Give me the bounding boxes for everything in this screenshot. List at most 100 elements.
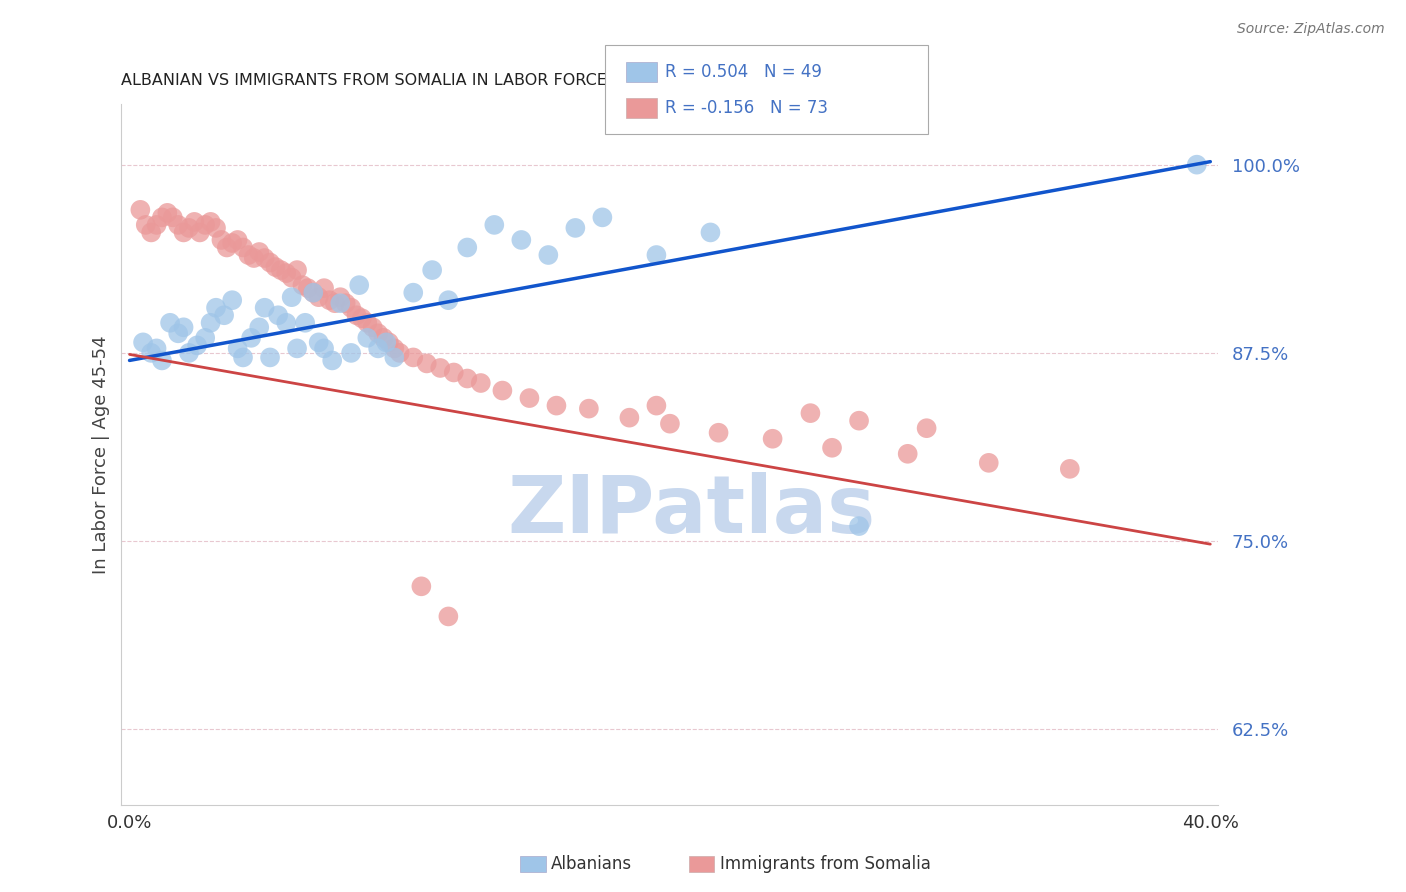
- Point: [456, 240, 478, 254]
- Point: [402, 351, 425, 365]
- Text: Immigrants from Somalia: Immigrants from Somalia: [720, 855, 931, 873]
- Point: [564, 221, 586, 235]
- Point: [215, 240, 238, 254]
- Point: [382, 351, 405, 365]
- Point: [329, 290, 352, 304]
- Point: [183, 215, 205, 229]
- Point: [578, 401, 600, 416]
- Point: [141, 346, 163, 360]
- Point: [145, 218, 167, 232]
- Point: [350, 311, 373, 326]
- Point: [314, 342, 336, 356]
- Point: [253, 251, 276, 265]
- Point: [221, 293, 243, 308]
- Point: [276, 266, 298, 280]
- Point: [420, 263, 443, 277]
- Point: [308, 335, 330, 350]
- Point: [848, 519, 870, 533]
- Point: [240, 331, 263, 345]
- Point: [291, 278, 314, 293]
- Point: [977, 456, 1000, 470]
- Point: [177, 346, 200, 360]
- Point: [194, 218, 217, 232]
- Point: [162, 211, 184, 225]
- Point: [267, 308, 290, 322]
- Text: ALBANIAN VS IMMIGRANTS FROM SOMALIA IN LABOR FORCE | AGE 45-54 CORRELATION CHART: ALBANIAN VS IMMIGRANTS FROM SOMALIA IN L…: [121, 73, 886, 89]
- Point: [308, 290, 330, 304]
- Point: [321, 353, 343, 368]
- Point: [707, 425, 730, 440]
- Point: [294, 316, 316, 330]
- Point: [314, 281, 336, 295]
- Point: [799, 406, 821, 420]
- Point: [200, 215, 222, 229]
- Point: [150, 211, 173, 225]
- Point: [329, 296, 352, 310]
- Point: [546, 399, 568, 413]
- Point: [302, 285, 325, 300]
- Point: [247, 245, 270, 260]
- Point: [484, 218, 506, 232]
- Point: [156, 206, 179, 220]
- Point: [232, 351, 254, 365]
- Point: [346, 308, 368, 322]
- Point: [1185, 158, 1208, 172]
- Text: R = -0.156   N = 73: R = -0.156 N = 73: [665, 99, 828, 117]
- Point: [915, 421, 938, 435]
- Point: [340, 301, 363, 315]
- Point: [645, 248, 668, 262]
- Point: [378, 335, 401, 350]
- Text: Source: ZipAtlas.com: Source: ZipAtlas.com: [1237, 22, 1385, 37]
- Point: [510, 233, 533, 247]
- Point: [177, 221, 200, 235]
- Point: [188, 226, 211, 240]
- Point: [200, 316, 222, 330]
- Point: [280, 290, 302, 304]
- Point: [150, 353, 173, 368]
- Point: [537, 248, 560, 262]
- Point: [356, 331, 378, 345]
- Point: [194, 331, 217, 345]
- Point: [253, 301, 276, 315]
- Point: [762, 432, 785, 446]
- Point: [159, 316, 181, 330]
- Point: [848, 414, 870, 428]
- Point: [416, 356, 439, 370]
- Point: [264, 260, 287, 274]
- Point: [411, 579, 433, 593]
- Point: [173, 226, 195, 240]
- Point: [318, 293, 340, 308]
- Point: [297, 281, 319, 295]
- Point: [437, 609, 460, 624]
- Point: [619, 410, 641, 425]
- Point: [470, 376, 492, 390]
- Point: [145, 342, 167, 356]
- Point: [388, 346, 411, 360]
- Point: [259, 351, 281, 365]
- Point: [276, 316, 298, 330]
- Point: [367, 342, 389, 356]
- Point: [323, 296, 346, 310]
- Point: [367, 326, 389, 341]
- Point: [645, 399, 668, 413]
- Point: [699, 226, 721, 240]
- Point: [259, 255, 281, 269]
- Point: [591, 211, 613, 225]
- Point: [382, 342, 405, 356]
- Point: [232, 240, 254, 254]
- Point: [429, 361, 451, 376]
- Point: [186, 338, 208, 352]
- Point: [302, 285, 325, 300]
- Point: [335, 296, 357, 310]
- Point: [270, 263, 292, 277]
- Point: [340, 346, 363, 360]
- Point: [821, 441, 844, 455]
- Text: R = 0.504   N = 49: R = 0.504 N = 49: [665, 63, 823, 81]
- Point: [132, 335, 155, 350]
- Point: [167, 218, 190, 232]
- Point: [375, 335, 398, 350]
- Point: [226, 342, 249, 356]
- Text: Albanians: Albanians: [551, 855, 633, 873]
- Point: [221, 235, 243, 250]
- Point: [205, 301, 228, 315]
